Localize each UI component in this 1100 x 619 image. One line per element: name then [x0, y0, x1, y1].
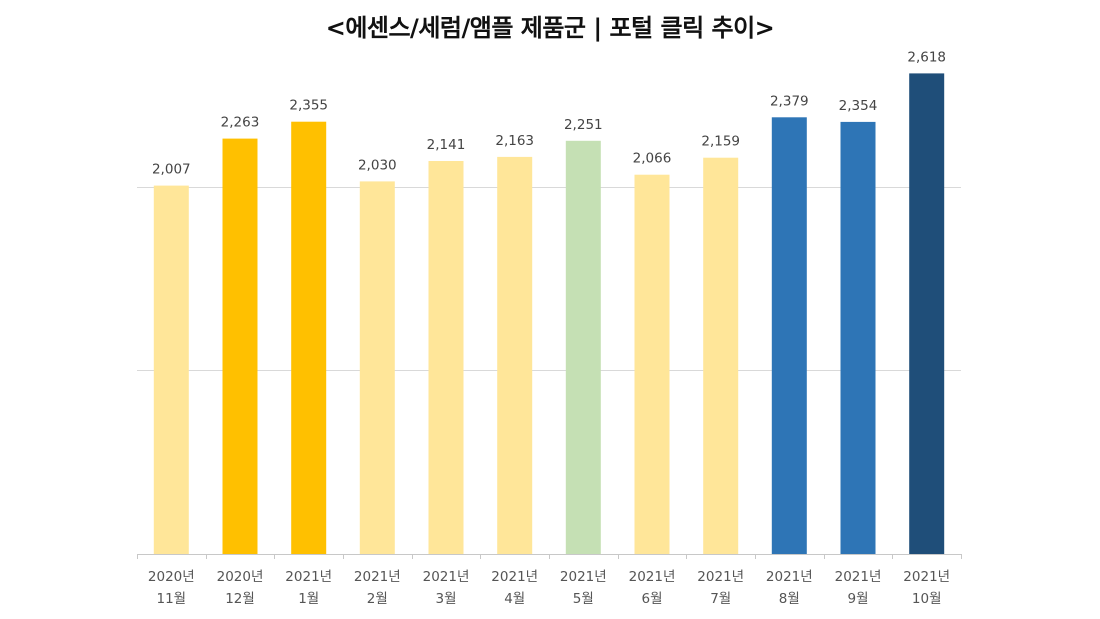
data-label: 2,066	[633, 151, 672, 167]
x-tick-label-month: 10월	[912, 591, 942, 607]
data-label: 2,379	[770, 93, 809, 109]
x-tick-label-year: 2021년	[766, 569, 813, 585]
x-tick-label-year: 2021년	[629, 569, 676, 585]
x-tick-label-year: 2020년	[148, 569, 195, 585]
x-tick-label-year: 2020년	[217, 569, 264, 585]
x-tick-label-month: 7월	[710, 591, 731, 607]
x-tick-label-month: 8월	[779, 591, 800, 607]
bar	[428, 161, 464, 554]
bar	[565, 140, 601, 555]
bar	[771, 117, 807, 555]
x-tick-label-month: 12월	[225, 591, 255, 607]
bar	[359, 181, 395, 554]
data-label: 2,355	[289, 98, 328, 114]
x-tick-label-year: 2021년	[835, 569, 882, 585]
chart-title: <에센스/세럼/앰플 제품군 | 포털 클릭 추이>	[325, 14, 775, 42]
x-tick-label-year: 2021년	[354, 569, 401, 585]
data-label: 2,141	[427, 137, 466, 153]
x-tick-label-year: 2021년	[423, 569, 470, 585]
data-labels: 2,007 2,263 2,355 2,030 2,141 2,163 2,251 2,066…	[152, 49, 946, 177]
x-tick-label-month: 3월	[435, 591, 456, 607]
bar	[291, 121, 327, 554]
data-label: 2,354	[839, 98, 878, 114]
bar	[909, 73, 945, 555]
bar	[840, 121, 876, 555]
data-label: 2,251	[564, 117, 603, 133]
bar	[703, 157, 739, 554]
x-tick-label-month: 1월	[298, 591, 319, 607]
data-label: 2,163	[495, 133, 534, 149]
gridlines	[137, 187, 961, 371]
x-tick-label-month: 6월	[641, 591, 662, 607]
data-label: 2,030	[358, 157, 397, 173]
x-tick-label-year: 2021년	[285, 569, 332, 585]
bar	[634, 174, 670, 554]
data-label: 2,263	[221, 115, 260, 131]
data-label: 2,007	[152, 162, 191, 178]
data-label: 2,618	[907, 49, 946, 65]
data-label: 2,159	[701, 134, 740, 150]
x-axis: 2020년 11월 2020년 12월 2021년 1월 2021년 2월 2021년 3월 202…	[137, 554, 962, 607]
x-tick-label-month: 11월	[156, 591, 186, 607]
x-tick-label-month: 2월	[367, 591, 388, 607]
x-tick-label-month: 5월	[573, 591, 594, 607]
x-tick-label-year: 2021년	[560, 569, 607, 585]
x-tick-label-month: 9월	[847, 591, 868, 607]
bar	[222, 138, 258, 554]
x-tick-label-month: 4월	[504, 591, 525, 607]
x-tick-label-year: 2021년	[491, 569, 538, 585]
bar	[153, 185, 189, 554]
bars	[153, 73, 945, 555]
x-tick-label-year: 2021년	[903, 569, 950, 585]
bar	[497, 156, 533, 554]
x-tick-label-year: 2021년	[697, 569, 744, 585]
